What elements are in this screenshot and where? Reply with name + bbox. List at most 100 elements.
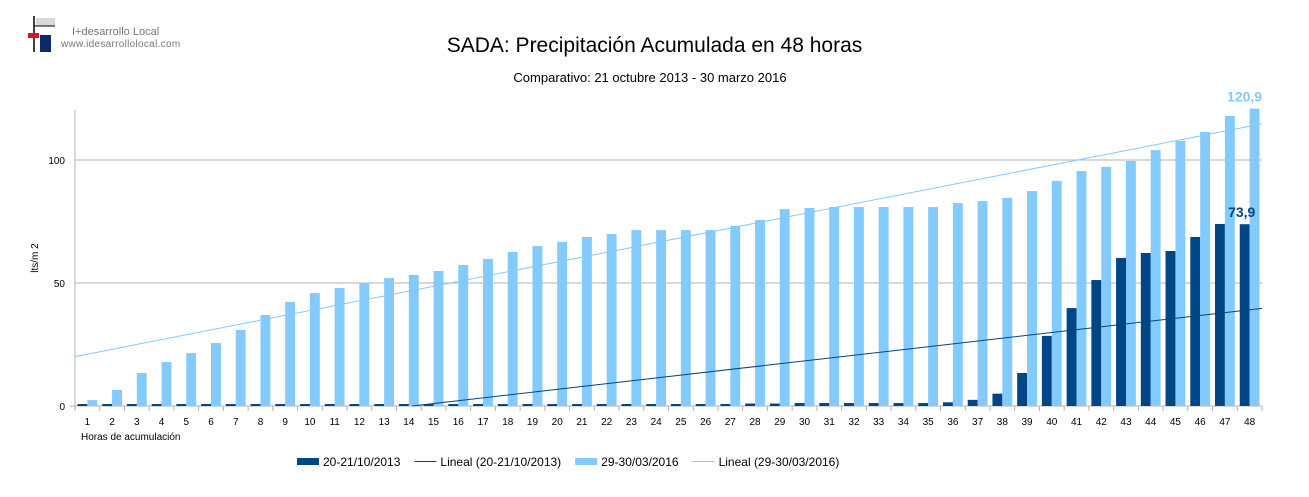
x-tick-label: 41 [1071,417,1083,428]
x-tick-label: 14 [403,417,415,428]
x-tick-label: 45 [1170,417,1182,428]
bar-29-30/03/2016 [903,206,914,406]
bar-29-30/03/2016 [952,203,963,406]
bar-20-21/10/2013 [1017,373,1028,406]
x-tick-label: 44 [1145,417,1157,428]
y-tick-label: 100 [48,156,65,167]
bar-29-30/03/2016 [186,353,197,406]
bar-20-21/10/2013 [324,404,335,406]
x-tick-label: 11 [329,417,340,428]
bar-20-21/10/2013 [1239,224,1250,406]
bar-20-21/10/2013 [992,393,1003,406]
x-tick-label: 18 [502,417,514,428]
bar-29-30/03/2016 [705,230,716,406]
x-tick-label: 42 [1096,417,1108,428]
bar-29-30/03/2016 [433,270,444,406]
legend-label: Lineal (20-21/10/2013) [440,455,561,469]
bar-20-21/10/2013 [967,399,978,406]
x-tick-label: 1 [85,417,91,428]
bar-29-30/03/2016 [656,230,667,406]
bar-29-30/03/2016 [631,230,642,406]
bar-20-21/10/2013 [547,404,558,406]
bar-29-30/03/2016 [260,314,271,406]
bar-20-21/10/2013 [250,404,261,406]
bar-20-21/10/2013 [646,404,657,406]
bar-29-30/03/2016 [557,241,568,406]
bar-29-30/03/2016 [680,230,691,406]
x-tick-label: 2 [109,417,115,428]
bar-20-21/10/2013 [868,403,879,406]
logo-icon [28,16,55,52]
bar-20-21/10/2013 [572,404,582,406]
bar-29-30/03/2016 [359,283,370,406]
bar-29-30/03/2016 [507,252,518,406]
bar-29-30/03/2016 [928,206,939,406]
bar-20-21/10/2013 [423,404,434,406]
bar-20-21/10/2013 [1190,236,1201,406]
x-tick-label: 7 [233,417,239,428]
bar-29-30/03/2016 [408,274,419,406]
x-tick-label: 20 [552,417,564,428]
x-tick-label: 12 [354,417,366,428]
x-tick-label: 24 [651,417,663,428]
legend-label: 20-21/10/2013 [323,455,401,469]
bar-20-21/10/2013 [1091,280,1102,406]
bar-29-30/03/2016 [483,258,493,406]
bar-29-30/03/2016 [532,246,543,406]
y-tick-label: 50 [54,279,66,290]
bar-29-30/03/2016 [384,278,395,406]
x-tick-label: 19 [527,417,539,428]
bar-20-21/10/2013 [151,404,162,406]
legend-label: 29-30/03/2016 [601,455,679,469]
bar-29-30/03/2016 [235,329,246,406]
x-tick-label: 31 [824,417,836,428]
bar-29-30/03/2016 [853,206,864,406]
bar-20-21/10/2013 [398,404,409,406]
bar-20-21/10/2013 [102,404,113,406]
x-tick-label: 21 [576,417,588,428]
bar-29-30/03/2016 [1076,171,1087,406]
bar-20-21/10/2013 [275,404,286,406]
bar-29-30/03/2016 [730,225,741,406]
bar-29-30/03/2016 [334,287,345,406]
bar-20-21/10/2013 [670,404,681,406]
bar-20-21/10/2013 [794,403,805,406]
x-tick-label: 9 [282,417,288,428]
bar-20-21/10/2013 [596,404,607,406]
x-tick-label: 43 [1120,417,1132,428]
bar-20-21/10/2013 [844,403,854,406]
bar-20-21/10/2013 [621,404,632,406]
bar-20-21/10/2013 [1165,251,1176,406]
bar-29-30/03/2016 [112,390,122,406]
y-axis-label: lts/m 2 [30,243,41,273]
bar-29-30/03/2016 [606,234,617,406]
x-tick-label: 32 [848,417,860,428]
bar-29-30/03/2016 [285,301,296,406]
bar-29-30/03/2016 [755,220,765,406]
bar-20-21/10/2013 [300,404,310,406]
bar-20-21/10/2013 [201,404,212,406]
bar-20-21/10/2013 [374,404,385,406]
bar-29-30/03/2016 [1150,150,1161,406]
legend-swatch [297,458,319,465]
x-tick-label: 40 [1046,417,1058,428]
bar-29-30/03/2016 [1175,141,1186,407]
x-tick-label: 5 [184,417,190,428]
bar-29-30/03/2016 [87,400,98,406]
bar-20-21/10/2013 [126,404,137,406]
x-tick-label: 28 [749,417,761,428]
x-tick-label: 34 [898,417,910,428]
x-tick-label: 39 [1022,417,1034,428]
bar-20-21/10/2013 [1041,335,1052,406]
bar-29-30/03/2016 [977,201,988,406]
bar-29-30/03/2016 [804,207,815,406]
bar-29-30/03/2016 [829,206,840,406]
chart-subtitle: Comparativo: 21 octubre 2013 - 30 marzo … [513,70,787,85]
x-tick-label: 26 [700,417,712,428]
bar-20-21/10/2013 [942,402,953,406]
x-tick-label: 10 [304,417,316,428]
bar-20-21/10/2013 [225,404,236,406]
data-label: 120,9 [1227,89,1262,105]
bar-20-21/10/2013 [918,403,929,406]
